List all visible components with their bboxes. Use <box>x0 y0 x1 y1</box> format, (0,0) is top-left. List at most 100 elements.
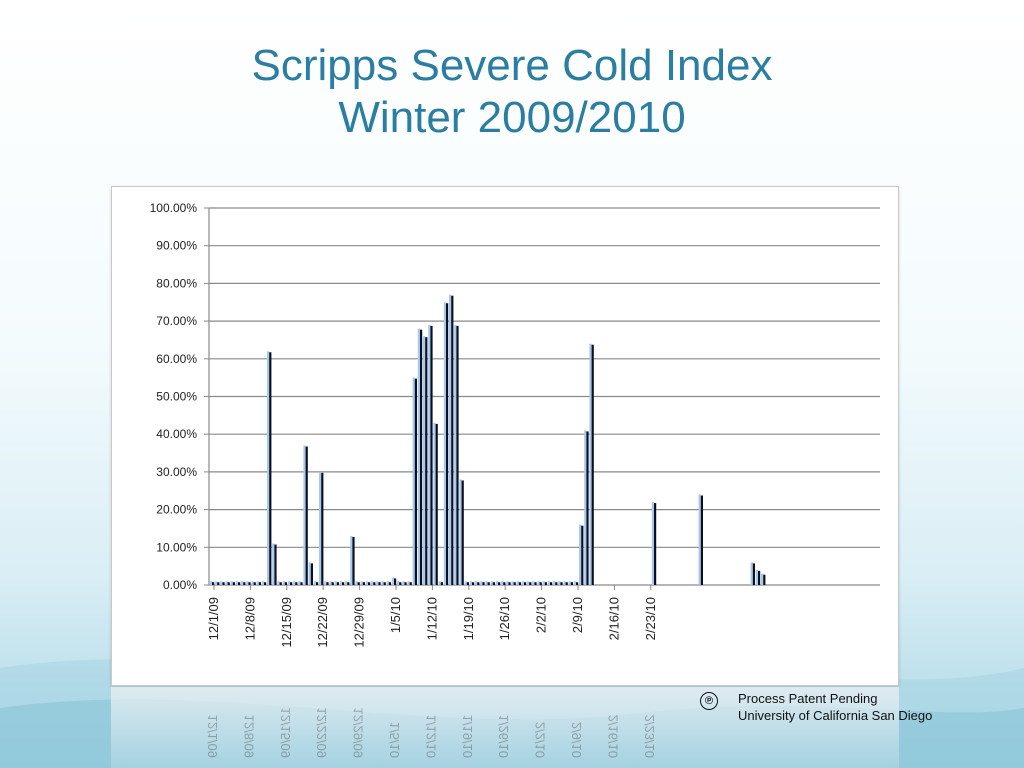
bar <box>321 472 324 585</box>
bar <box>581 525 584 585</box>
bar <box>498 582 501 585</box>
bar <box>570 582 573 585</box>
bar <box>342 582 345 585</box>
bar-highlight <box>334 581 337 585</box>
bar-highlight <box>469 581 472 585</box>
bar <box>274 544 277 585</box>
bar-highlight <box>303 445 306 585</box>
bar-highlight <box>459 479 462 585</box>
bar <box>456 325 459 585</box>
x-tick-label: 12/1/09 <box>206 597 221 640</box>
bar <box>518 582 521 585</box>
bar-highlight <box>573 581 576 585</box>
bar-highlight <box>412 377 415 585</box>
bar-highlight <box>272 543 275 585</box>
x-tick-label: 12/15/09 <box>279 597 294 648</box>
bar <box>222 582 225 585</box>
bar-highlight <box>532 581 535 585</box>
reflection-tick-label: 2/2/10 <box>533 722 548 758</box>
bar-highlight <box>376 581 379 585</box>
bar <box>700 495 703 585</box>
bar <box>534 582 537 585</box>
bar <box>352 536 355 585</box>
bar <box>560 582 563 585</box>
bar-highlight <box>464 581 467 585</box>
bar-highlight <box>553 581 556 585</box>
y-tick-label: 20.00% <box>156 503 197 517</box>
bar <box>446 303 449 585</box>
bar-highlight <box>750 562 753 585</box>
bar <box>253 582 256 585</box>
bar <box>586 431 589 585</box>
bar-highlight <box>506 581 509 585</box>
bar <box>264 582 267 585</box>
bar <box>461 480 464 585</box>
bar-highlight <box>584 430 587 585</box>
bar-highlight <box>423 336 426 585</box>
bar <box>404 582 407 585</box>
title-line-1: Scripps Severe Cold Index <box>251 41 773 90</box>
reflection-tick-label: 2/23/10 <box>642 715 657 758</box>
bar-highlight <box>485 581 488 585</box>
bar <box>316 582 319 585</box>
bar-highlight <box>563 581 566 585</box>
bar <box>550 582 553 585</box>
bar-highlight <box>313 581 316 585</box>
bar-highlight <box>350 535 353 585</box>
reflection-tick-label: 12/29/09 <box>351 707 366 758</box>
bar <box>414 378 417 585</box>
y-tick-label: 80.00% <box>156 276 197 290</box>
patent-text: Process Patent Pending University of Cal… <box>738 690 932 724</box>
bar-highlight <box>319 471 322 585</box>
bar-highlight <box>537 581 540 585</box>
reflection-tick-label: 1/12/10 <box>423 715 438 758</box>
bar <box>362 582 365 585</box>
patent-line-2: University of California San Diego <box>738 708 933 723</box>
patent-line-1: Process Patent Pending <box>738 691 878 706</box>
bar <box>217 582 220 585</box>
bar <box>591 344 594 585</box>
bar <box>451 295 454 585</box>
bar-highlight <box>501 581 504 585</box>
bar-highlight <box>454 324 457 585</box>
bar-highlight <box>495 581 498 585</box>
bar-highlight <box>579 524 582 585</box>
bar <box>752 563 755 585</box>
bar-highlight <box>345 581 348 585</box>
bar <box>336 582 339 585</box>
y-tick-label: 70.00% <box>156 314 197 328</box>
bar-highlight <box>381 581 384 585</box>
bar <box>508 582 511 585</box>
x-tick-label: 12/8/09 <box>242 597 257 640</box>
bar-highlight <box>308 562 311 585</box>
bar <box>232 582 235 585</box>
bar-highlight <box>521 581 524 585</box>
bar-highlight <box>428 324 431 585</box>
bar-highlight <box>225 581 228 585</box>
bar <box>331 582 334 585</box>
bar <box>435 423 438 585</box>
bar-highlight <box>215 581 218 585</box>
bar-highlight <box>475 581 478 585</box>
bar-highlight <box>241 581 244 585</box>
bar <box>482 582 485 585</box>
bar <box>420 329 423 585</box>
bar-highlight <box>256 581 259 585</box>
reflection-labels: 12/1/09 12/8/09 12/15/09 12/22/09 12/29/09 1/… <box>205 707 657 758</box>
bar <box>555 582 558 585</box>
bar-highlight <box>490 581 493 585</box>
bar-highlight <box>755 569 758 585</box>
bar <box>305 446 308 585</box>
reflection-tick-label: 1/19/10 <box>460 715 475 758</box>
x-tick-label: 1/5/10 <box>388 597 403 633</box>
x-tick-label: 1/19/10 <box>461 597 476 640</box>
x-tick-label: 2/16/10 <box>606 597 621 640</box>
bar-highlight <box>397 581 400 585</box>
bar-highlight <box>542 581 545 585</box>
y-tick-label: 10.00% <box>156 540 197 554</box>
bar-highlight <box>527 581 530 585</box>
y-tick-label: 30.00% <box>156 465 197 479</box>
bar <box>295 582 298 585</box>
x-tick-label: 1/12/10 <box>424 597 439 640</box>
y-tick-label: 40.00% <box>156 427 197 441</box>
